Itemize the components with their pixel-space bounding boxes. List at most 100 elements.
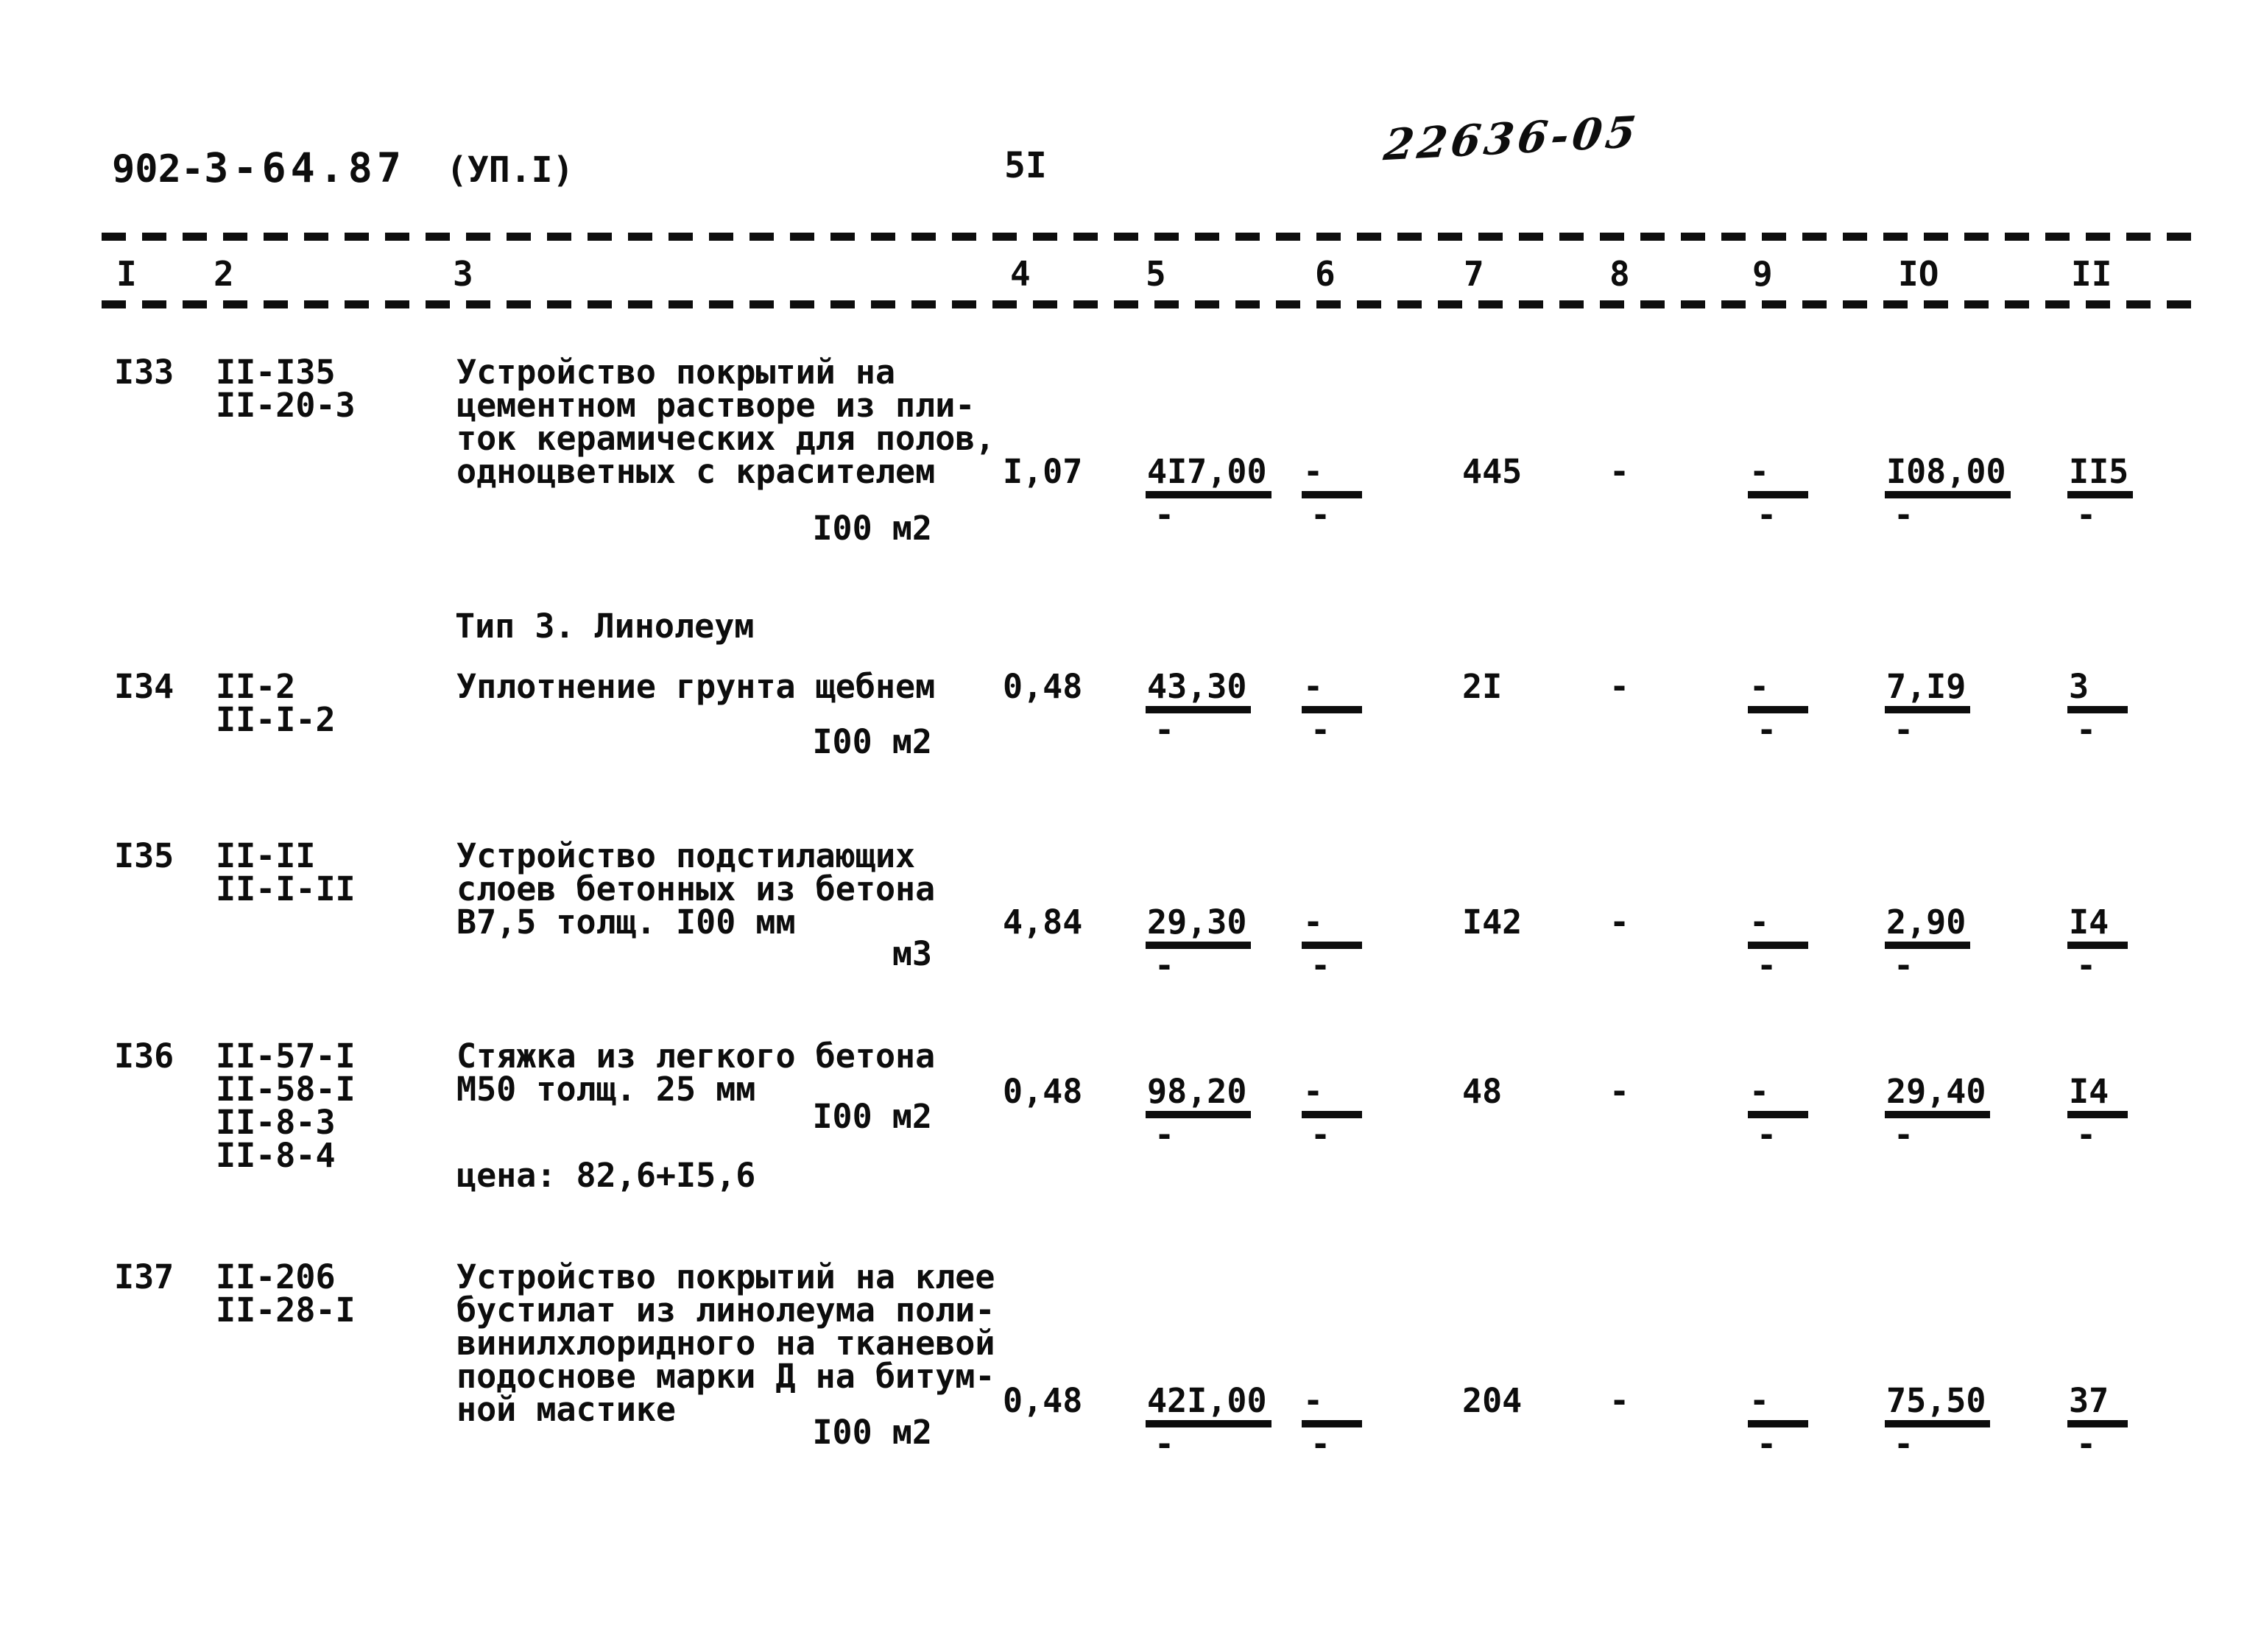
col11-fraction: 37- — [2067, 1384, 2128, 1464]
unit-label: I00 м2 — [812, 722, 932, 761]
row-number: I36 — [114, 1037, 174, 1076]
page-number: 5I — [1004, 145, 1047, 186]
col11-fraction: 3- — [2067, 670, 2128, 746]
col11-fraction-numerator: II5 — [2067, 455, 2134, 498]
col5-fraction: 42I,00- — [1146, 1384, 1271, 1464]
row-codes: II-II II-I-II — [216, 839, 356, 906]
column-number-11: II — [2071, 254, 2112, 294]
col6-fraction-denominator: - — [1311, 495, 1331, 534]
row-description: Устройство подстилающих слоев бетонных из… — [456, 839, 935, 939]
col6-fraction-numerator: - — [1302, 906, 1362, 949]
col8-dash: - — [1609, 903, 1630, 942]
col11-fraction-denominator: - — [2076, 1115, 2097, 1154]
col9-fraction-numerator: - — [1748, 906, 1808, 949]
row-codes: II-206 II-28-I — [216, 1260, 356, 1327]
col6-fraction: -- — [1302, 455, 1362, 534]
col10-fraction-denominator: - — [1894, 1115, 1914, 1154]
col8-dash: - — [1609, 1072, 1630, 1111]
quantity-value: 4,84 — [1003, 903, 1083, 942]
col11-fraction-numerator: I4 — [2067, 906, 2128, 949]
col9-fraction-denominator: - — [1757, 710, 1777, 749]
col5-fraction: 43,30- — [1146, 670, 1252, 749]
col5-fraction-numerator: 43,30 — [1146, 670, 1252, 713]
col7-value: 204 — [1462, 1381, 1523, 1420]
quantity-value: 0,48 — [1003, 667, 1083, 706]
description-line: винилхлоридного на тканевой — [456, 1324, 995, 1363]
description-line: одноцветных с красителем — [456, 452, 936, 491]
col5-fraction-numerator: 29,30 — [1146, 906, 1252, 949]
column-number-5: 5 — [1146, 254, 1166, 294]
code-line: II-58-I — [216, 1070, 356, 1109]
col11-fraction-numerator: 37 — [2067, 1384, 2128, 1427]
col5-fraction-denominator: - — [1154, 710, 1175, 749]
description-line: Устройство покрытий на — [456, 353, 896, 392]
col11-fraction-denominator: - — [2076, 495, 2097, 534]
row-number: I37 — [114, 1257, 174, 1296]
unit-label: I00 м2 — [812, 509, 932, 548]
row-number: I34 — [114, 667, 174, 706]
description-line: ток керамических для полов, — [456, 419, 995, 458]
col11-fraction: II5- — [2067, 455, 2134, 534]
quantity-value: 0,48 — [1003, 1381, 1083, 1420]
description-line: бустилат из линолеума поли- — [456, 1291, 995, 1330]
unit-label: I00 м2 — [812, 1097, 932, 1136]
row-codes: II-57-I II-58-I II-8-3 II-8-4 — [216, 1039, 356, 1172]
col11-fraction-numerator: 3 — [2067, 670, 2128, 713]
col5-fraction-denominator: - — [1154, 1425, 1175, 1464]
col7-value: 2I — [1462, 667, 1503, 706]
col9-fraction-numerator: - — [1748, 1384, 1808, 1427]
col5-fraction: 4I7,00- — [1146, 455, 1271, 532]
code-line: II-I-II — [216, 869, 356, 908]
description-line: Устройство покрытий на клее — [456, 1257, 995, 1296]
col9-fraction: -- — [1748, 455, 1808, 532]
column-number-4: 4 — [1010, 254, 1031, 294]
col6-fraction: -- — [1302, 1384, 1362, 1464]
col9-fraction: -- — [1748, 906, 1808, 982]
col8-dash: - — [1609, 452, 1630, 491]
row-number: I35 — [114, 836, 174, 875]
col10-fraction-denominator: - — [1894, 946, 1914, 985]
col6-fraction: -- — [1302, 1075, 1362, 1154]
doc-number-handwritten: 3-64.87 — [204, 144, 406, 191]
col6-fraction-denominator: - — [1311, 1115, 1331, 1154]
col9-fraction-numerator: - — [1748, 1075, 1808, 1118]
col10-fraction-denominator: - — [1894, 495, 1914, 534]
description-line: Стяжка из легкого бетона — [456, 1037, 936, 1076]
code-line: II-I-2 — [216, 700, 336, 739]
section-heading: Тип 3. Линолеум — [455, 607, 755, 646]
table-header-rule-top — [102, 233, 2201, 241]
col8-dash: - — [1609, 1381, 1630, 1420]
doc-number: 902-3-64.87 — [112, 147, 406, 190]
description-line: М50 толщ. 25 мм — [456, 1070, 756, 1109]
col5-fraction-numerator: 98,20 — [1146, 1075, 1252, 1118]
col10-fraction-numerator: 75,50 — [1885, 1384, 1991, 1427]
code-line: II-II — [216, 836, 316, 875]
col6-fraction: -- — [1302, 906, 1362, 982]
col5-fraction-numerator: 42I,00 — [1146, 1384, 1271, 1427]
row-codes: II-I35 II-20-3 — [216, 356, 356, 422]
col10-fraction-denominator: - — [1894, 710, 1914, 749]
code-line: II-206 — [216, 1257, 336, 1296]
col9-fraction: -- — [1748, 1075, 1808, 1151]
doc-number-typed: 902- — [112, 147, 205, 191]
section-ref: (УП.I) — [446, 149, 574, 191]
description-line: цементном растворе из пли- — [456, 386, 976, 425]
description-line: Устройство подстилающих — [456, 836, 916, 875]
description-line: ной мастике — [456, 1390, 677, 1429]
row-number: I33 — [114, 353, 174, 392]
col11-fraction-denominator: - — [2076, 946, 2097, 985]
row-codes: II-2 II-I-2 — [216, 670, 336, 736]
description-line: В7,5 толщ. I00 мм — [456, 903, 796, 942]
col5-fraction: 29,30- — [1146, 906, 1252, 982]
quantity-value: I,07 — [1003, 452, 1083, 491]
col11-fraction: I4- — [2067, 1075, 2128, 1154]
col11-fraction-denominator: - — [2076, 1425, 2097, 1464]
col6-fraction-denominator: - — [1311, 1425, 1331, 1464]
column-number-1: I — [116, 254, 137, 294]
price-note: цена: 82,6+I5,6 — [456, 1156, 756, 1195]
table-header-rule-bottom — [102, 300, 2201, 308]
col10-fraction-numerator: 29,40 — [1885, 1075, 1991, 1118]
code-line: II-2 — [216, 667, 296, 706]
code-line: II-57-I — [216, 1037, 356, 1076]
col6-fraction-numerator: - — [1302, 1075, 1362, 1118]
